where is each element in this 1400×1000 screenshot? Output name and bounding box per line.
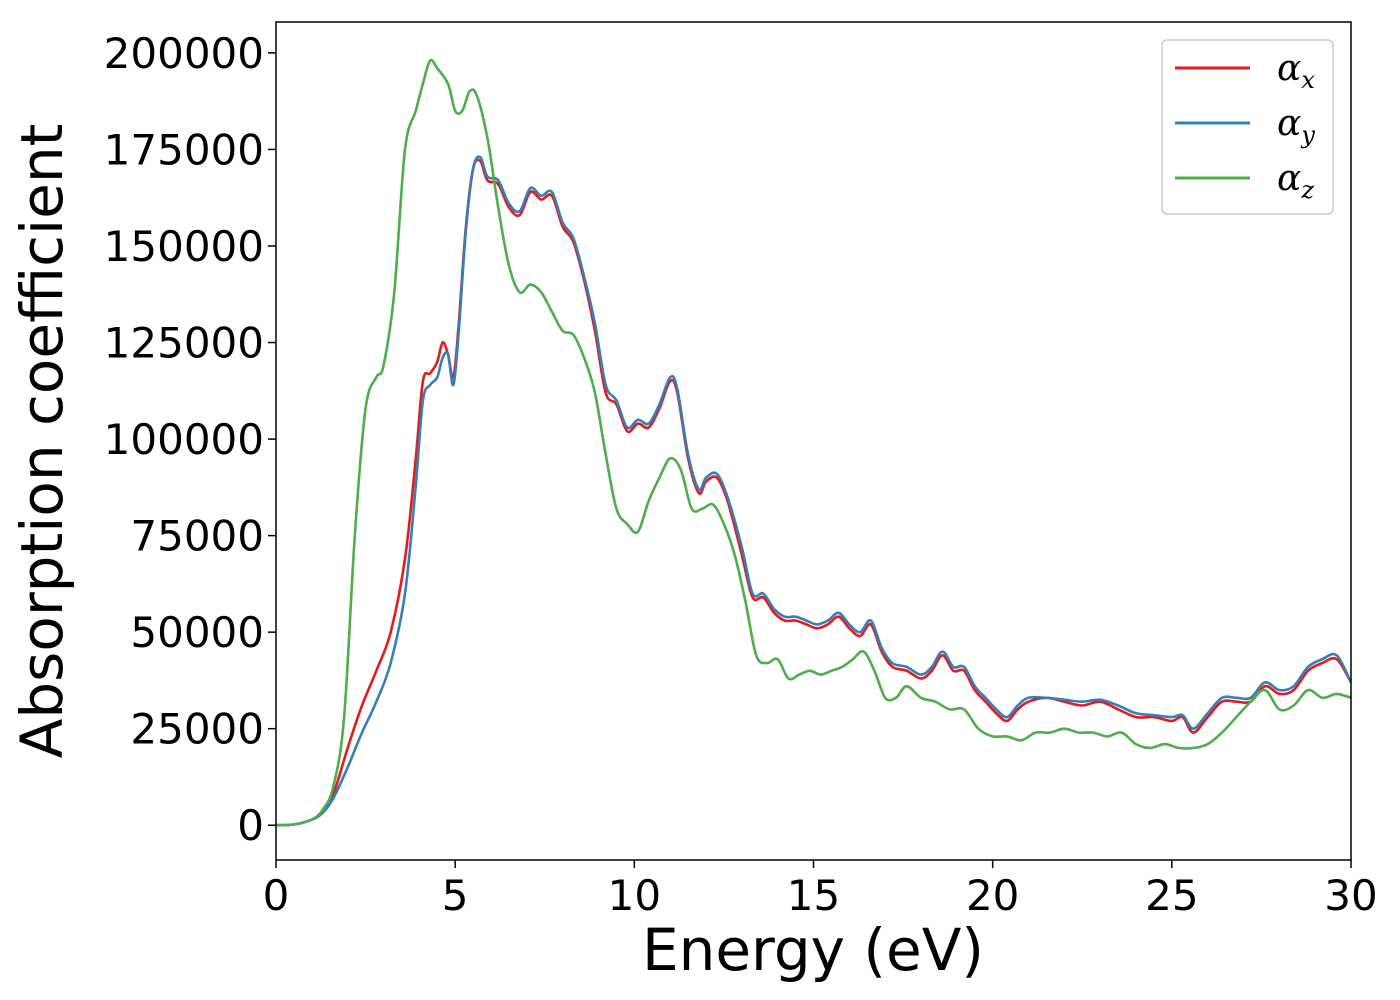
- y-axis: 0 25000 50000 75000 100000 125000 150000 175000…: [104, 29, 276, 850]
- y-tick-label: 150000: [104, 222, 264, 271]
- x-tick-label: 15: [787, 871, 840, 920]
- x-axis: 0 5 10 15 20 25 30: [263, 860, 1378, 920]
- y-tick-label: 75000: [130, 512, 264, 561]
- y-tick-label: 200000: [104, 29, 264, 78]
- legend-label-y: αy: [1277, 103, 1315, 149]
- y-axis-title: Absorption coefficient: [8, 124, 76, 759]
- series-line-y: [275, 155, 1353, 827]
- x-tick-label: 30: [1324, 871, 1377, 920]
- legend-box: [1161, 39, 1334, 215]
- legend: αx αy αz: [1161, 39, 1334, 215]
- x-axis-title: Energy (eV): [642, 916, 984, 984]
- y-tick-label: 50000: [130, 608, 264, 657]
- x-tick-label: 0: [263, 871, 290, 920]
- x-tick-label: 5: [442, 871, 469, 920]
- x-tick-label: 10: [608, 871, 661, 920]
- y-tick-label: 25000: [130, 705, 264, 754]
- y-tick-label: 0: [237, 801, 264, 850]
- legend-label-z: αz: [1277, 158, 1314, 204]
- series-line-z: [275, 58, 1352, 827]
- y-tick-label: 100000: [104, 415, 264, 464]
- x-tick-label: 25: [1145, 871, 1198, 920]
- legend-label-x: αx: [1277, 48, 1315, 94]
- y-tick-label: 125000: [104, 319, 264, 368]
- y-tick-label: 175000: [104, 125, 264, 174]
- series-layer: [275, 58, 1353, 827]
- x-tick-label: 20: [966, 871, 1019, 920]
